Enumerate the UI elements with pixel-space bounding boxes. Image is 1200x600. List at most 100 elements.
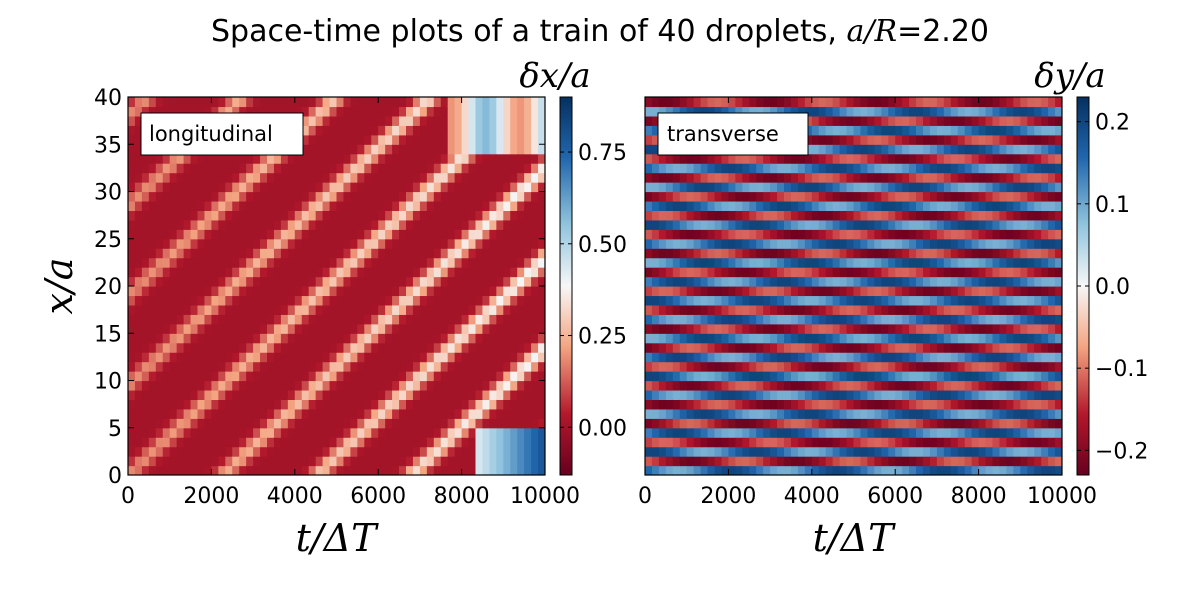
heatmap-cell bbox=[447, 389, 456, 400]
heatmap-cell bbox=[665, 200, 674, 211]
heatmap-cell bbox=[811, 276, 820, 287]
heatmap-cell bbox=[419, 229, 428, 240]
heatmap-cell bbox=[468, 210, 477, 221]
heatmap-cell bbox=[294, 323, 303, 334]
heatmap-cell bbox=[169, 200, 178, 211]
heatmap-cell bbox=[804, 399, 813, 410]
heatmap-cell bbox=[728, 437, 736, 448]
heatmap-cell bbox=[749, 295, 757, 306]
heatmap-cell bbox=[211, 446, 219, 457]
heatmap-cell bbox=[336, 427, 345, 438]
heatmap-cell bbox=[651, 314, 660, 325]
heatmap-cell bbox=[322, 427, 331, 438]
heatmap-cell bbox=[482, 257, 490, 268]
heatmap-cell bbox=[971, 276, 980, 287]
heatmap-cell bbox=[881, 380, 889, 391]
heatmap-cell bbox=[749, 371, 757, 382]
heatmap-cell bbox=[412, 446, 421, 457]
heatmap-cell bbox=[426, 342, 435, 353]
heatmap-cell bbox=[992, 361, 1001, 372]
heatmap-cell bbox=[790, 371, 799, 382]
heatmap-cell bbox=[721, 163, 729, 174]
heatmap-cell bbox=[128, 399, 136, 410]
heatmap-cell bbox=[999, 106, 1007, 117]
heatmap-cell bbox=[700, 182, 709, 193]
heatmap-cell bbox=[489, 248, 497, 259]
heatmap-cell bbox=[693, 456, 702, 467]
heatmap-cell bbox=[524, 446, 532, 457]
heatmap-cell bbox=[440, 125, 449, 136]
heatmap-cell bbox=[246, 314, 254, 325]
heatmap-cell bbox=[538, 295, 545, 306]
heatmap-cell bbox=[679, 153, 688, 164]
heatmap-cell bbox=[510, 153, 518, 164]
heatmap-cell bbox=[714, 418, 723, 429]
heatmap-cell bbox=[909, 380, 917, 391]
heatmap-cell bbox=[735, 352, 743, 363]
heatmap-cell bbox=[197, 446, 206, 457]
heatmap-cell bbox=[461, 229, 470, 240]
heatmap-cell bbox=[742, 295, 750, 306]
heatmap-cell bbox=[301, 295, 310, 306]
heatmap-cell bbox=[538, 276, 545, 287]
heatmap-cell bbox=[818, 418, 827, 429]
heatmap-cell bbox=[874, 163, 882, 174]
heatmap-cell bbox=[964, 295, 973, 306]
heatmap-cell bbox=[1013, 371, 1021, 382]
heatmap-cell bbox=[280, 380, 289, 391]
heatmap-cell bbox=[936, 144, 945, 155]
heatmap-cell bbox=[999, 389, 1007, 400]
heatmap-cell bbox=[232, 238, 240, 249]
heatmap-cell bbox=[672, 257, 681, 268]
heatmap-cell bbox=[406, 446, 414, 457]
heatmap-cell bbox=[489, 115, 497, 126]
heatmap-cell bbox=[225, 314, 233, 325]
heatmap-cell bbox=[749, 333, 757, 344]
heatmap-cell bbox=[148, 172, 157, 183]
heatmap-cell bbox=[412, 200, 421, 211]
heatmap-cell bbox=[645, 210, 653, 221]
heatmap-cell bbox=[197, 314, 206, 325]
x-tick-label: 8000 bbox=[951, 484, 1007, 509]
heatmap-cell bbox=[832, 295, 841, 306]
heatmap-cell bbox=[531, 248, 539, 259]
heatmap-cell bbox=[538, 97, 545, 108]
heatmap-cell bbox=[790, 399, 799, 410]
heatmap-cell bbox=[141, 380, 150, 391]
heatmap-cell bbox=[943, 182, 952, 193]
heatmap-cell bbox=[770, 191, 778, 202]
heatmap-cell bbox=[475, 238, 484, 249]
heatmap-cell bbox=[169, 465, 178, 475]
heatmap-cell bbox=[211, 437, 219, 448]
heatmap-cell bbox=[364, 389, 372, 400]
heatmap-cell bbox=[1020, 200, 1028, 211]
heatmap-cell bbox=[496, 352, 504, 363]
heatmap-cell bbox=[218, 106, 226, 117]
heatmap-cell bbox=[246, 276, 254, 287]
heatmap-cell bbox=[308, 361, 317, 372]
heatmap-cell bbox=[923, 399, 931, 410]
heatmap-cell bbox=[672, 380, 681, 391]
heatmap-cell bbox=[392, 115, 400, 126]
heatmap-cell bbox=[811, 314, 820, 325]
heatmap-cell bbox=[218, 286, 226, 297]
heatmap-cell bbox=[357, 276, 365, 287]
heatmap-cell bbox=[329, 446, 338, 457]
heatmap-cell bbox=[964, 115, 973, 126]
heatmap-cell bbox=[693, 97, 702, 108]
heatmap-cell bbox=[392, 465, 400, 475]
heatmap-cell bbox=[888, 333, 896, 344]
heatmap-cell bbox=[350, 134, 358, 145]
x-tick-label: 2000 bbox=[183, 484, 239, 509]
heatmap-cell bbox=[378, 182, 386, 193]
heatmap-cell bbox=[322, 210, 331, 221]
heatmap-cell bbox=[315, 276, 324, 287]
heatmap-cell bbox=[273, 323, 282, 334]
heatmap-cell bbox=[978, 267, 987, 278]
heatmap-cell bbox=[260, 295, 268, 306]
heatmap-cell bbox=[322, 134, 331, 145]
heatmap-cell bbox=[176, 295, 185, 306]
heatmap-cell bbox=[225, 380, 233, 391]
heatmap-cell bbox=[964, 389, 973, 400]
heatmap-cell bbox=[336, 153, 345, 164]
